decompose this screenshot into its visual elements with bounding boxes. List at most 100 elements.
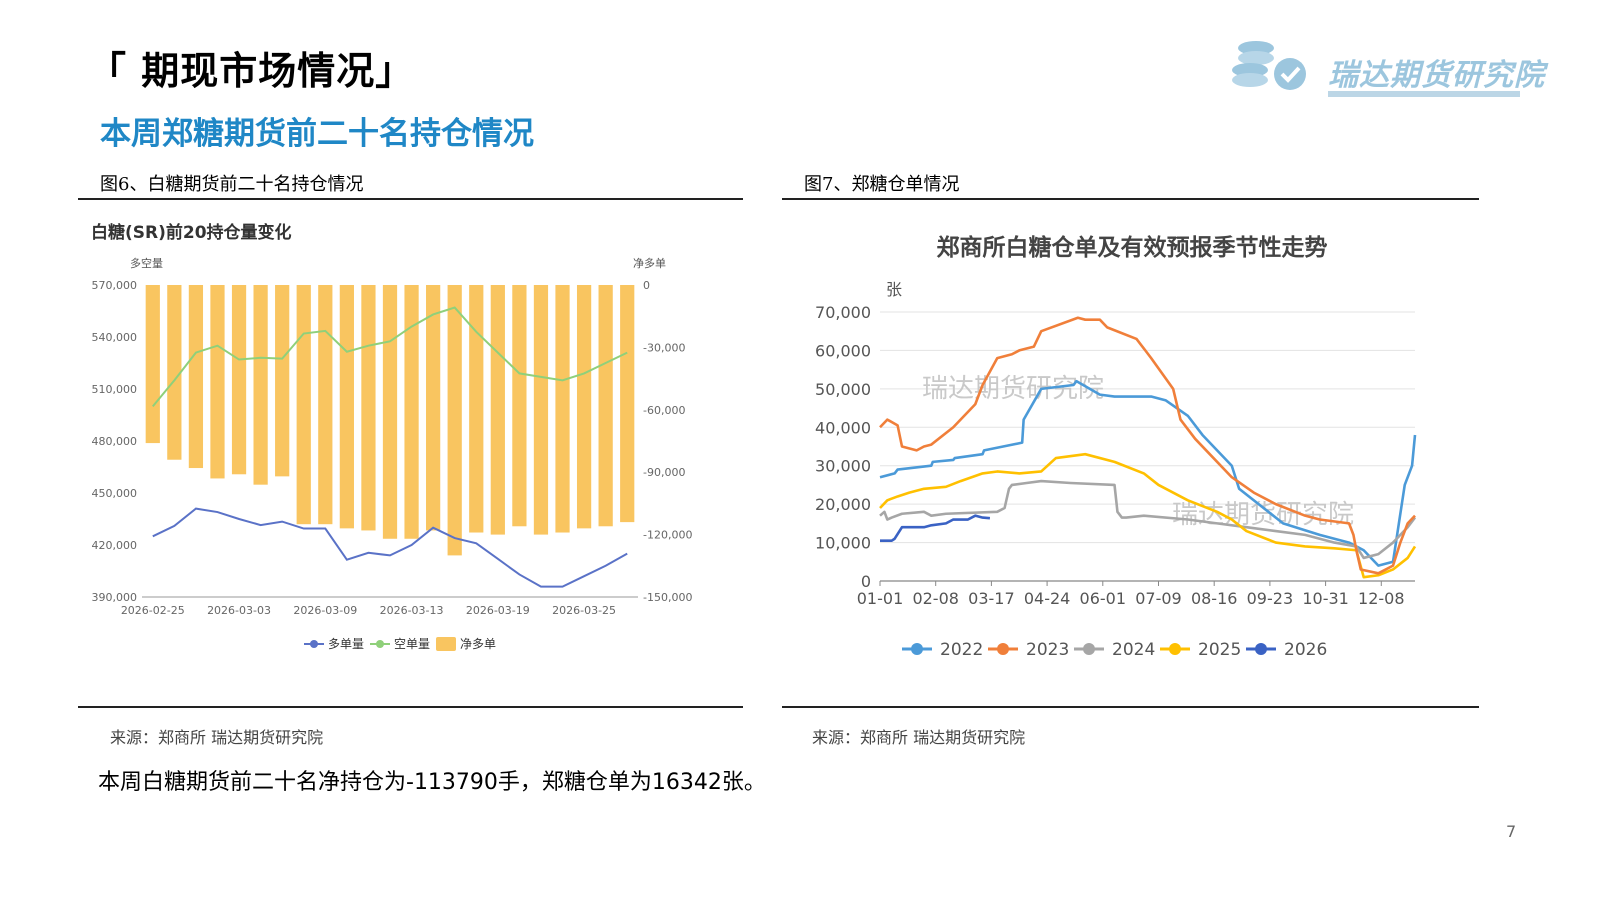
legend-net-long: 净多单 [460,637,496,651]
chart2-x-tick-label: 09-23 [1247,589,1294,608]
legend-marker-2022 [911,643,923,655]
chart1-x-tick-label: 2026-03-13 [380,604,444,617]
positions-chart: 白糖(SR)前20持仓量变化 多空量 净多单 570,000 540,000 510… [91,222,692,651]
page-title: 「 期现市场情况」 [88,49,415,93]
net-long-bar [167,285,182,460]
chart1-y-tick-label: 570,000 [92,279,138,292]
net-long-bar [210,285,225,479]
net-long-bar [188,285,204,469]
net-long-bar [620,285,635,523]
net-long-bar [490,285,505,535]
chart1-y2-tick-label: -90,000 [643,466,685,479]
net-long-bar [318,285,333,525]
chart1-y2-tick-label: -30,000 [643,341,685,354]
warehouse-receipt-chart: 郑商所白糖仓单及有效预报季节性走势 张 70,000 60,000 50,000 40… [815,234,1417,660]
logo-icon [1232,41,1306,90]
figure6-top-rule [78,198,743,200]
logo-underline [1328,91,1520,97]
chart2-y-tick-label: 40,000 [815,418,871,437]
legend-marker-2024 [1083,643,1095,655]
net-long-bar [296,285,311,525]
figure6-source: 来源：郑商所 瑞达期货研究院 [110,728,324,747]
legend-marker-2023 [997,643,1009,655]
chart2-x-tick-label: 03-17 [968,589,1015,608]
legend-short-volume: 空单量 [394,637,430,651]
legend-long-volume-marker [310,640,318,648]
series-line-2022 [879,379,1417,567]
net-long-bar [447,285,462,556]
chart1-y-tick-label: 450,000 [92,487,138,500]
chart1-y-tick-label: 540,000 [92,331,138,344]
short-volume-line [152,306,628,407]
chart1-left-axis-label: 多空量 [130,256,163,270]
legend-net-long-swatch [436,637,456,651]
net-long-bar [339,285,354,529]
figure6-caption: 图6、白糖期货前二十名持仓情况 [100,174,364,195]
chart2-y-tick-label: 0 [861,572,871,591]
legend-item-2025: 2025 [1198,640,1241,660]
chart2-x-tick-label: 10-31 [1302,589,1349,608]
chart1-y2-tick-label: -60,000 [643,404,685,417]
net-long-bar [382,285,398,539]
chart2-x-tick-label: 06-01 [1080,589,1127,608]
long-volume-line [152,507,628,588]
chart2-y-tick-label: 30,000 [815,457,871,476]
chart1-y2-tick-label: -120,000 [643,529,692,542]
chart2-y-tick-label: 50,000 [815,380,871,399]
net-long-bar [253,285,268,485]
chart2-x-tick-label: 07-09 [1135,589,1182,608]
chart2-watermark: 瑞达期货研究院 [922,374,1104,404]
series-line-2023 [879,316,1416,575]
chart2-y-tick-label: 70,000 [815,303,871,322]
chart1-y2-tick-label: 0 [643,279,650,292]
chart1-y-tick-label: 510,000 [92,383,138,396]
net-long-bar [598,285,613,527]
figure7-source: 来源：郑商所 瑞达期货研究院 [812,728,1026,747]
chart1-x-tick-label: 2026-03-03 [207,604,271,617]
net-long-bar [426,285,441,531]
chart2-title: 郑商所白糖仓单及有效预报季节性走势 [937,234,1328,261]
series-line-2024 [879,479,1417,560]
chart2-y-axis-label: 张 [886,280,902,299]
page-number: 7 [1506,822,1517,841]
section-title: 本周郑糖期货前二十名持仓情况 [100,116,534,152]
legend-short-volume-marker [376,640,384,648]
net-long-bar [404,285,419,539]
net-long-bar [361,285,376,531]
chart1-x-tick-label: 2026-02-25 [121,604,185,617]
net-long-bar [512,285,527,527]
chart2-x-tick-label: 04-24 [1024,589,1071,608]
figure6-bottom-rule [78,706,743,708]
chart2-y-tick-label: 20,000 [815,495,871,514]
net-long-bar [533,285,549,535]
chart1-y-tick-label: 480,000 [92,435,138,448]
legend-marker-2026 [1255,643,1267,655]
chart2-y-tick-label: 10,000 [815,534,871,553]
chart2-x-tick-label: 12-08 [1358,589,1405,608]
net-long-bar [576,285,592,529]
chart1-title: 白糖(SR)前20持仓量变化 [91,222,292,243]
chart2-x-tick-label: 01-01 [857,589,904,608]
summary-text: 本周白糖期货前二十名净持仓为-113790手，郑糖仓单为16342张。 [98,770,766,795]
net-long-bar [469,285,484,533]
series-line-2026 [880,514,991,542]
net-long-bar [145,285,160,444]
chart1-right-axis-label: 净多单 [633,256,666,270]
legend-item-2022: 2022 [940,640,983,660]
chart1-y-tick-label: 420,000 [92,539,138,552]
figure7-bottom-rule [782,706,1479,708]
chart1-x-tick-label: 2026-03-09 [293,604,357,617]
chart1-y-tick-label: 390,000 [92,591,138,604]
chart1-y2-tick-label: -150,000 [643,591,692,604]
net-long-bar [231,285,247,475]
chart1-x-tick-label: 2026-03-25 [552,604,616,617]
figure7-top-rule [782,198,1479,200]
legend-marker-2025 [1169,643,1181,655]
legend-long-volume: 多单量 [328,637,364,651]
legend-item-2023: 2023 [1026,640,1069,660]
net-long-bar [555,285,570,533]
legend-item-2024: 2024 [1112,640,1155,660]
legend-item-2026: 2026 [1284,640,1327,660]
chart2-x-tick-label: 08-16 [1191,589,1238,608]
chart1-x-tick-label: 2026-03-19 [466,604,530,617]
